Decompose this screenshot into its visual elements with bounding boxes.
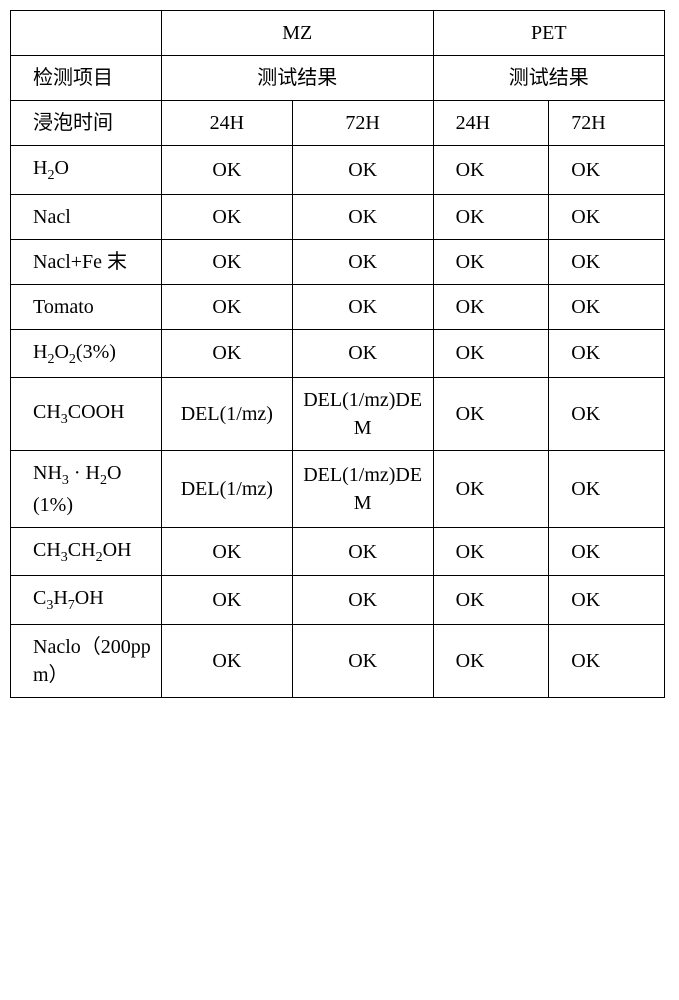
pet-72h-cell: OK <box>549 146 665 195</box>
mz-24h-cell: DEL(1/mz) <box>161 378 292 451</box>
pet-24h-cell: OK <box>433 378 549 451</box>
mz-24h-cell: OK <box>161 624 292 697</box>
row-label: H2O2(3%) <box>11 329 162 378</box>
pet-24h-cell: OK <box>433 284 549 329</box>
table-row: TomatoOKOKOKOK <box>11 284 665 329</box>
pet-24h-cell: OK <box>433 527 549 576</box>
pet-72h-cell: OK <box>549 239 665 284</box>
pet-72h-cell: OK <box>549 624 665 697</box>
table-row: NaclOKOKOKOK <box>11 194 665 239</box>
pet-24h-cell: OK <box>433 194 549 239</box>
mz-72h-cell: DEL(1/mz)DEM <box>292 451 433 528</box>
mz-result-label: 测试结果 <box>161 56 433 101</box>
header-row-1: MZ PET <box>11 11 665 56</box>
pet-header: PET <box>433 11 664 56</box>
table-row: H2OOKOKOKOK <box>11 146 665 195</box>
pet-72h: 72H <box>549 101 665 146</box>
pet-24h-cell: OK <box>433 624 549 697</box>
blank-cell <box>11 11 162 56</box>
mz-24h-cell: OK <box>161 329 292 378</box>
mz-24h-cell: DEL(1/mz) <box>161 451 292 528</box>
pet-72h-cell: OK <box>549 378 665 451</box>
pet-72h-cell: OK <box>549 527 665 576</box>
mz-24h: 24H <box>161 101 292 146</box>
mz-72h-cell: OK <box>292 527 433 576</box>
pet-24h-cell: OK <box>433 239 549 284</box>
mz-72h-cell: OK <box>292 239 433 284</box>
mz-24h-cell: OK <box>161 146 292 195</box>
table-row: Nacl+Fe 末OKOKOKOK <box>11 239 665 284</box>
mz-24h-cell: OK <box>161 239 292 284</box>
mz-24h-cell: OK <box>161 576 292 625</box>
row-label: CH3CH2OH <box>11 527 162 576</box>
pet-72h-cell: OK <box>549 194 665 239</box>
row-label: H2O <box>11 146 162 195</box>
mz-72h-cell: OK <box>292 146 433 195</box>
item-label: 检测项目 <box>11 56 162 101</box>
table-row: C3H7OHOKOKOKOK <box>11 576 665 625</box>
table-row: CH3COOHDEL(1/mz)DEL(1/mz)DEMOKOK <box>11 378 665 451</box>
pet-24h-cell: OK <box>433 451 549 528</box>
mz-72h-cell: OK <box>292 329 433 378</box>
mz-72h-cell: OK <box>292 624 433 697</box>
pet-72h-cell: OK <box>549 329 665 378</box>
mz-header: MZ <box>161 11 433 56</box>
pet-24h-cell: OK <box>433 329 549 378</box>
pet-72h-cell: OK <box>549 284 665 329</box>
row-label: Tomato <box>11 284 162 329</box>
row-label: Nacl+Fe 末 <box>11 239 162 284</box>
mz-72h-cell: DEL(1/mz)DEM <box>292 378 433 451</box>
table-row: CH3CH2OHOKOKOKOK <box>11 527 665 576</box>
mz-24h-cell: OK <box>161 527 292 576</box>
pet-24h-cell: OK <box>433 576 549 625</box>
pet-72h-cell: OK <box>549 576 665 625</box>
mz-72h-cell: OK <box>292 194 433 239</box>
results-table: MZ PET 检测项目 测试结果 测试结果 浸泡时间 24H 72H 24H 7… <box>10 10 665 698</box>
row-label: C3H7OH <box>11 576 162 625</box>
pet-24h-cell: OK <box>433 146 549 195</box>
mz-24h-cell: OK <box>161 194 292 239</box>
soak-label: 浸泡时间 <box>11 101 162 146</box>
header-row-2: 检测项目 测试结果 测试结果 <box>11 56 665 101</box>
row-label: CH3COOH <box>11 378 162 451</box>
table-row: H2O2(3%)OKOKOKOK <box>11 329 665 378</box>
mz-72h-cell: OK <box>292 576 433 625</box>
row-label: Nacl <box>11 194 162 239</box>
pet-24h: 24H <box>433 101 549 146</box>
table-row: NH3 · H2O(1%)DEL(1/mz)DEL(1/mz)DEMOKOK <box>11 451 665 528</box>
mz-24h-cell: OK <box>161 284 292 329</box>
mz-72h-cell: OK <box>292 284 433 329</box>
mz-72h: 72H <box>292 101 433 146</box>
row-label: Naclo（200ppm） <box>11 624 162 697</box>
table-row: Naclo（200ppm）OKOKOKOK <box>11 624 665 697</box>
pet-result-label: 测试结果 <box>433 56 664 101</box>
header-row-3: 浸泡时间 24H 72H 24H 72H <box>11 101 665 146</box>
row-label: NH3 · H2O(1%) <box>11 451 162 528</box>
pet-72h-cell: OK <box>549 451 665 528</box>
